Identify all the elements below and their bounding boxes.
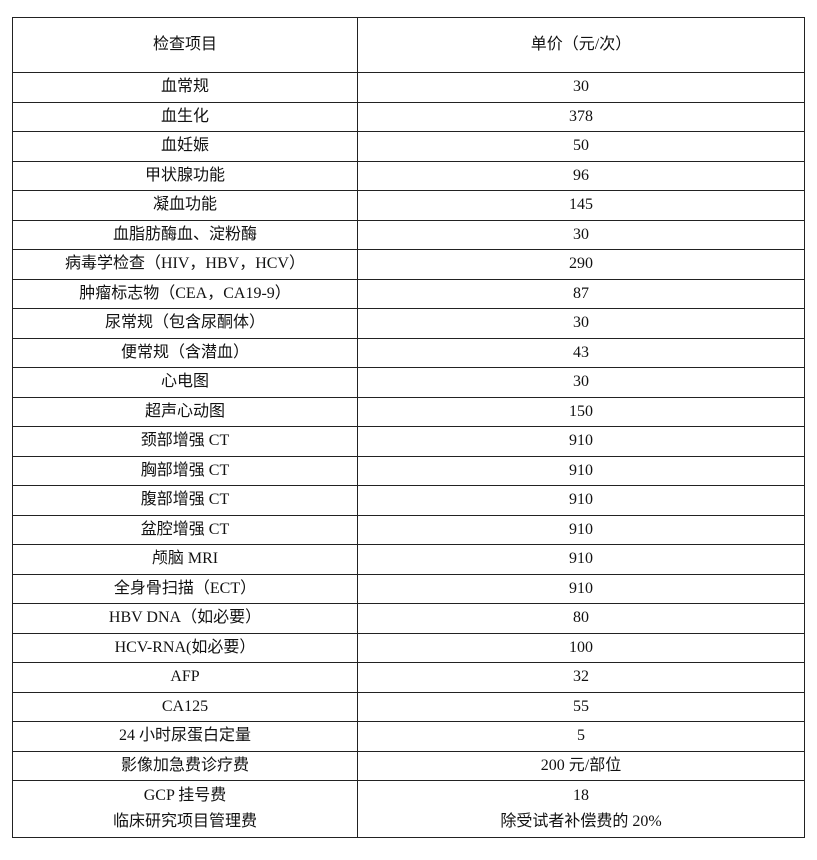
cell-line: GCP 挂号费 [143,787,227,804]
price-cell: 910 [357,573,805,604]
item-cell: 血常规 [12,72,358,103]
table-row: 病毒学检查（HIV，HBV，HCV） 290 [12,249,805,280]
item-cell: 影像加急费诊疗费 [12,750,358,781]
table-row: 颈部增强 CT 910 [12,426,805,457]
price-cell: 55 [357,691,805,722]
item-cell: 全身骨扫描（ECT） [12,573,358,604]
item-cell: HCV-RNA(如必要） [12,632,358,663]
item-cell: 血妊娠 [12,131,358,162]
table-row: 影像加急费诊疗费 200 元/部位 [12,750,805,781]
price-cell: 100 [357,632,805,663]
table-row: 血生化 378 [12,101,805,132]
price-cell: 910 [357,514,805,545]
item-cell: GCP 挂号费临床研究项目管理费 [12,780,358,838]
price-cell: 43 [357,337,805,368]
table-row: 超声心动图 150 [12,396,805,427]
table-row: 血常规 30 [12,72,805,103]
price-cell: 30 [357,219,805,250]
item-cell: 颅脑 MRI [12,544,358,575]
price-cell: 30 [357,308,805,339]
item-cell: 颈部增强 CT [12,426,358,457]
table-row: 便常规（含潜血） 43 [12,337,805,368]
table-row: 24 小时尿蛋白定量 5 [12,721,805,752]
header-row: 检查项目 单价（元/次） [12,17,805,73]
price-cell: 150 [357,396,805,427]
cell-line: 除受试者补偿费的 20% [500,813,662,830]
price-cell: 290 [357,249,805,280]
item-cell: HBV DNA（如必要） [12,603,358,634]
item-cell: 腹部增强 CT [12,485,358,516]
price-cell: 30 [357,367,805,398]
item-cell: 甲状腺功能 [12,160,358,191]
price-cell: 145 [357,190,805,221]
table-row: 全身骨扫描（ECT） 910 [12,573,805,604]
price-cell: 378 [357,101,805,132]
table-row: 甲状腺功能 96 [12,160,805,191]
table-row: AFP 32 [12,662,805,693]
table-row: 凝血功能 145 [12,190,805,221]
price-cell: 30 [357,72,805,103]
table-row-combined: GCP 挂号费临床研究项目管理费 18 除受试者补偿费的 20% [12,780,805,838]
price-cell: 32 [357,662,805,693]
price-cell: 910 [357,485,805,516]
item-cell: AFP [12,662,358,693]
price-table: 检查项目 单价（元/次） 血常规 30 血生化 378 血妊娠 50 甲状腺功能 96 凝血功能… [12,17,805,838]
price-cell: 80 [357,603,805,634]
table-row: 血妊娠 50 [12,131,805,162]
table-row: 尿常规（包含尿酮体） 30 [12,308,805,339]
item-cell: 凝血功能 [12,190,358,221]
price-cell: 5 [357,721,805,752]
item-cell: 心电图 [12,367,358,398]
table-row: 肿瘤标志物（CEA，CA19-9） 87 [12,278,805,309]
item-cell: 胸部增强 CT [12,455,358,486]
item-cell: 病毒学检查（HIV，HBV，HCV） [12,249,358,280]
header-item: 检查项目 [12,17,358,73]
item-cell: CA125 [12,691,358,722]
price-cell: 50 [357,131,805,162]
item-cell: 盆腔增强 CT [12,514,358,545]
table-row: 盆腔增强 CT 910 [12,514,805,545]
table-row: HBV DNA（如必要） 80 [12,603,805,634]
table-row: 腹部增强 CT 910 [12,485,805,516]
item-cell: 超声心动图 [12,396,358,427]
header-price: 单价（元/次） [357,17,805,73]
price-cell: 200 元/部位 [357,750,805,781]
item-cell: 肿瘤标志物（CEA，CA19-9） [12,278,358,309]
table-row: HCV-RNA(如必要） 100 [12,632,805,663]
price-cell: 910 [357,455,805,486]
cell-line: 临床研究项目管理费 [112,813,257,830]
table-row: 心电图 30 [12,367,805,398]
item-cell: 血脂肪酶血、淀粉酶 [12,219,358,250]
price-cell: 96 [357,160,805,191]
price-cell: 87 [357,278,805,309]
cell-line: 18 [573,787,589,804]
item-cell: 24 小时尿蛋白定量 [12,721,358,752]
table-row: CA125 55 [12,691,805,722]
table-row: 胸部增强 CT 910 [12,455,805,486]
table-row: 血脂肪酶血、淀粉酶 30 [12,219,805,250]
table-row: 颅脑 MRI 910 [12,544,805,575]
item-cell: 血生化 [12,101,358,132]
price-cell: 18 除受试者补偿费的 20% [357,780,805,838]
item-cell: 便常规（含潜血） [12,337,358,368]
price-cell: 910 [357,544,805,575]
item-cell: 尿常规（包含尿酮体） [12,308,358,339]
price-cell: 910 [357,426,805,457]
